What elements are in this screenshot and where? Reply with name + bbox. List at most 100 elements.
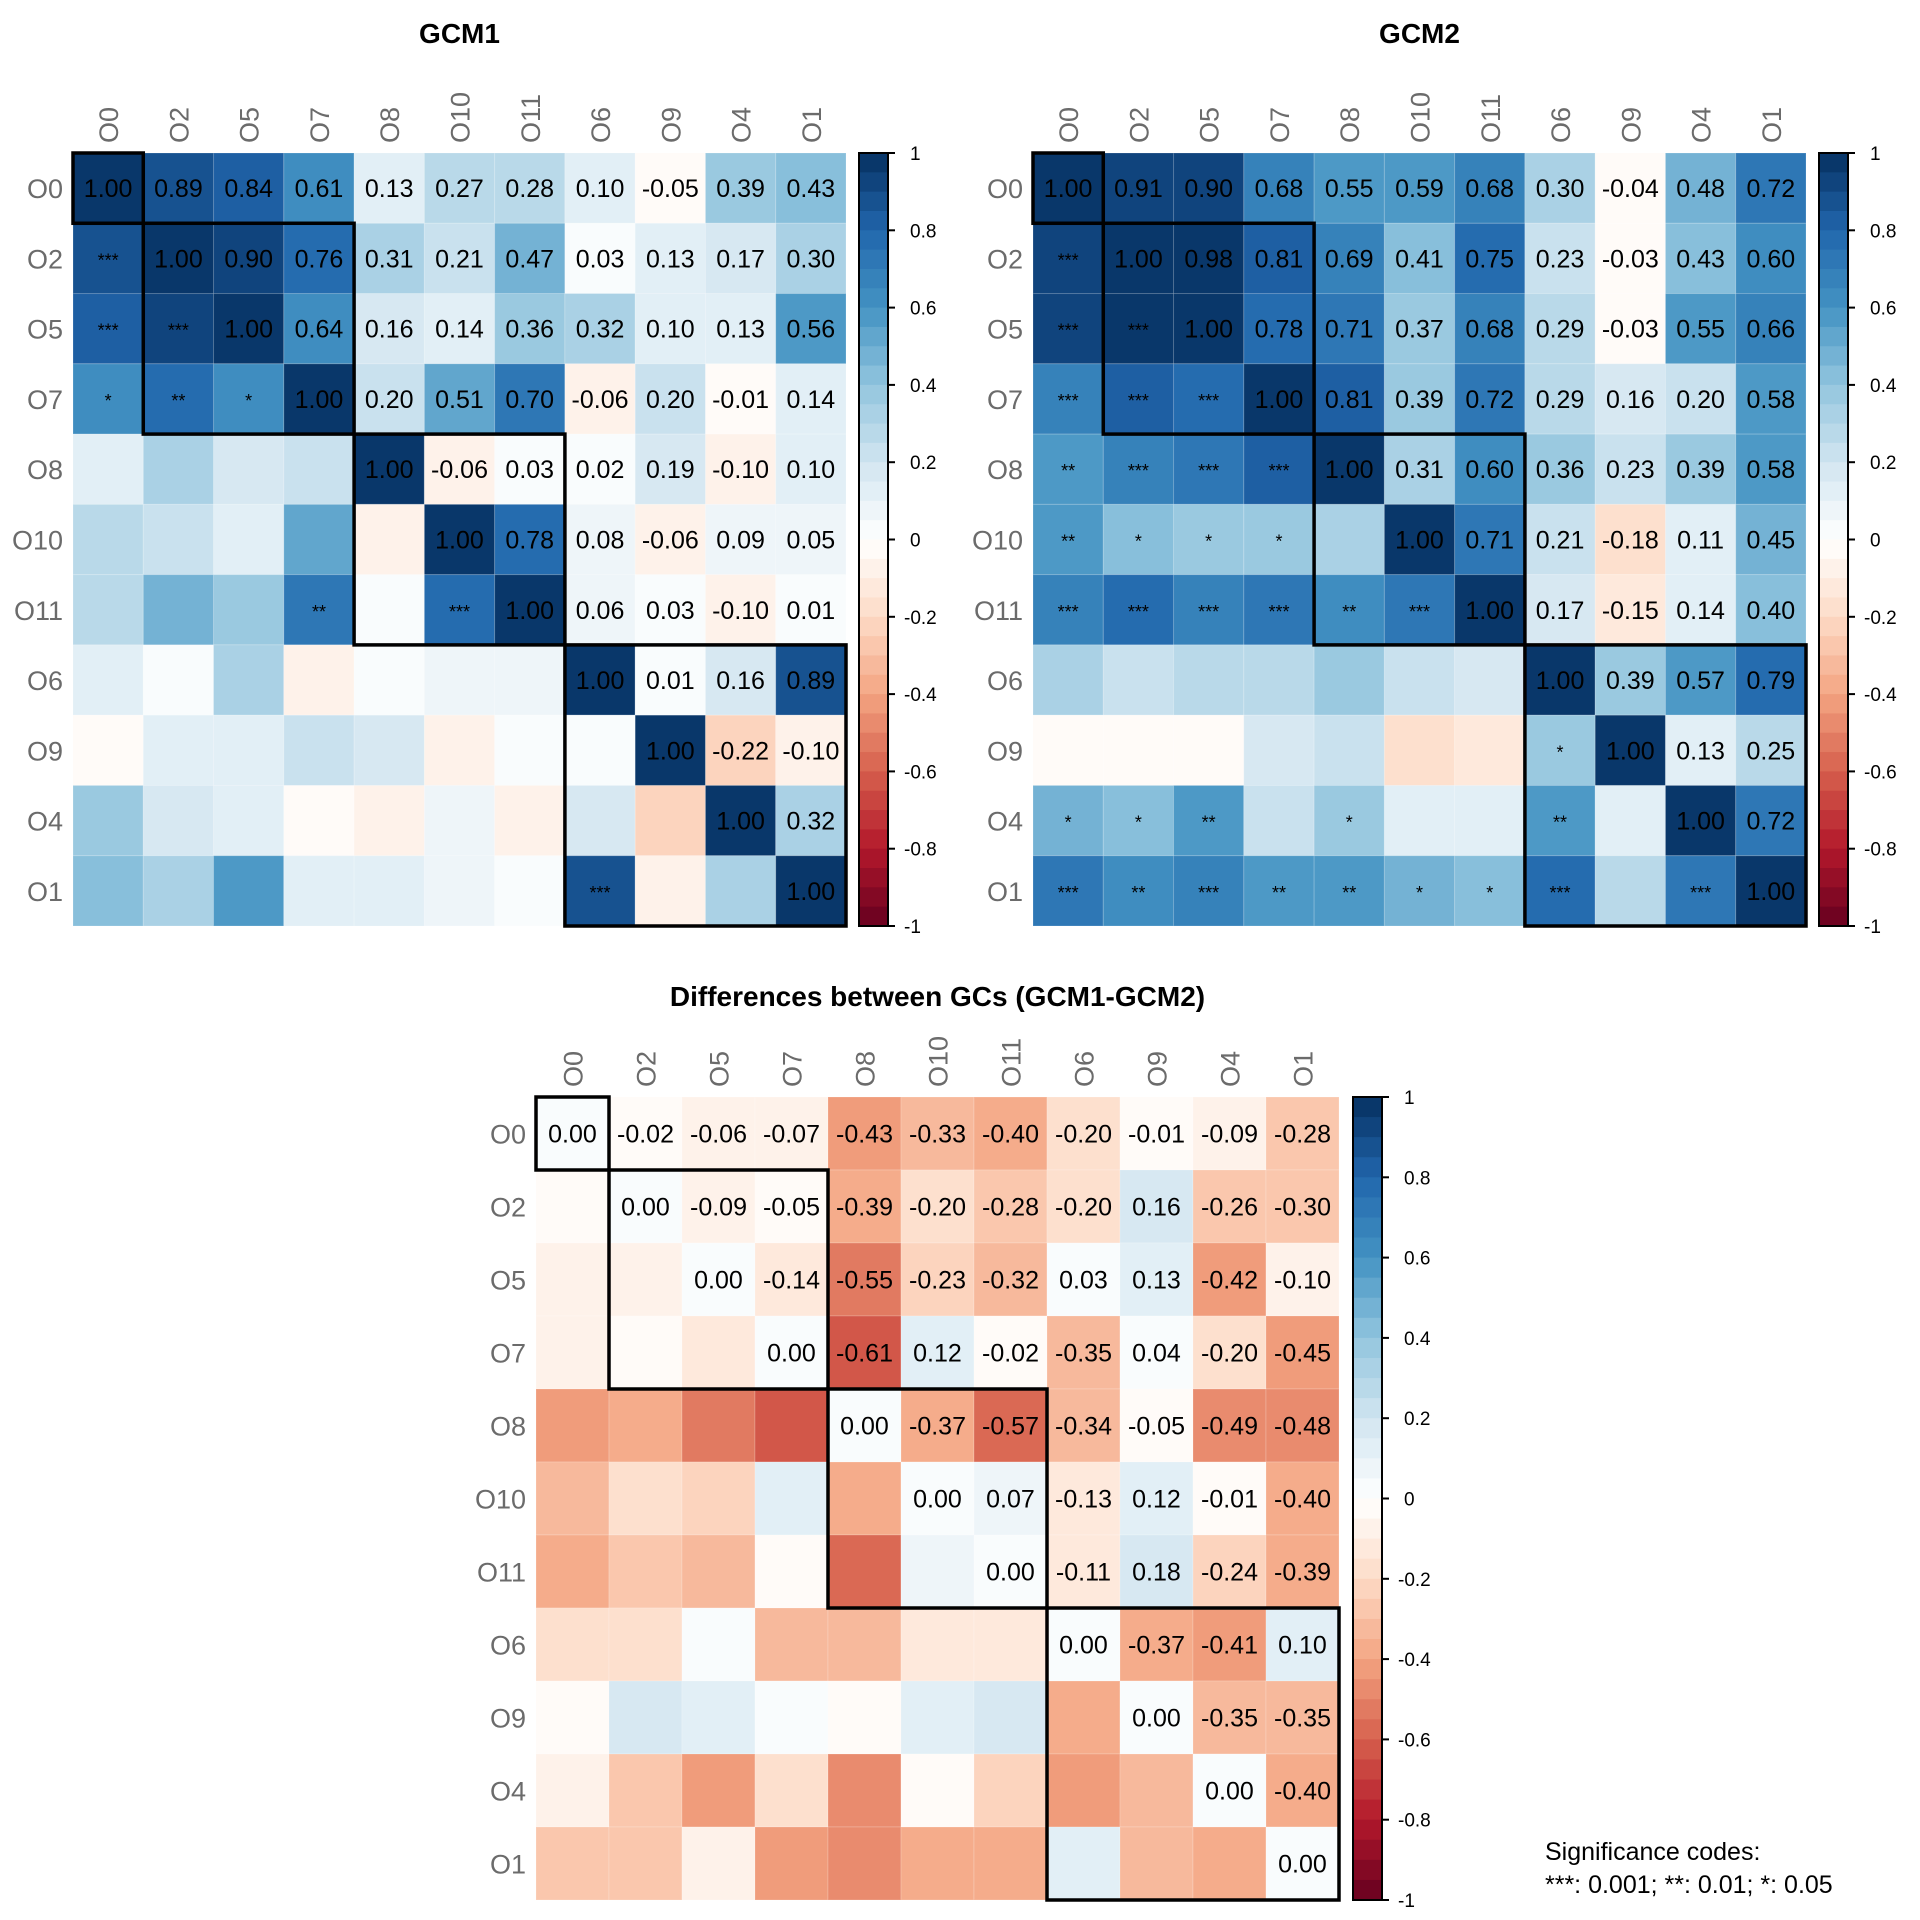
significance-star: * bbox=[105, 391, 112, 411]
cell-value-label: 0.39 bbox=[1395, 386, 1444, 414]
cell-value-label: 0.10 bbox=[787, 456, 836, 484]
colorbar-swatch bbox=[1819, 307, 1848, 328]
colorbar-swatch bbox=[859, 597, 888, 618]
cell-value-label: 0.78 bbox=[1255, 316, 1304, 344]
cell-value-label: 1.00 bbox=[435, 527, 484, 555]
significance-star: *** bbox=[1058, 321, 1079, 341]
cell-value-label: 0.05 bbox=[787, 527, 836, 555]
heatmap-cell bbox=[1032, 644, 1104, 716]
heatmap-cell bbox=[1243, 644, 1315, 716]
heatmap-cell bbox=[283, 855, 355, 927]
colorbar-tick-label: -0.8 bbox=[1864, 840, 1897, 861]
cell-value-label: -0.23 bbox=[909, 1267, 966, 1295]
heatmap-cell bbox=[1119, 1388, 1194, 1463]
heatmap-cell bbox=[213, 855, 285, 927]
heatmap-cell bbox=[1192, 1461, 1267, 1536]
heatmap-cell bbox=[634, 574, 706, 646]
heatmap-cell bbox=[1313, 784, 1385, 857]
heatmap-cell bbox=[900, 1461, 975, 1536]
significance-legend-heading: Significance codes: bbox=[1545, 1838, 1760, 1866]
heatmap-cell bbox=[775, 574, 847, 646]
colorbar-swatch bbox=[1819, 810, 1848, 830]
cell-value-label: 1.00 bbox=[1114, 245, 1163, 273]
colorbar-swatch bbox=[1353, 1157, 1382, 1178]
heatmap-cell bbox=[1383, 574, 1456, 646]
colorbar-swatch bbox=[1353, 1438, 1382, 1459]
heatmap-cell bbox=[1594, 574, 1666, 646]
cell-value-label: 0.60 bbox=[1747, 245, 1796, 273]
cluster-outline bbox=[1031, 151, 1106, 226]
row-label: O2 bbox=[987, 244, 1023, 274]
column-label: O10 bbox=[924, 1036, 954, 1087]
heatmap-cell bbox=[681, 1242, 756, 1317]
heatmap-cell bbox=[1102, 152, 1175, 224]
heatmap-cells bbox=[535, 1096, 1340, 1901]
colorbar-tick-label: 0.4 bbox=[1870, 376, 1897, 397]
heatmap-cell bbox=[1265, 1315, 1340, 1390]
cell-value-label: 0.20 bbox=[1676, 386, 1725, 414]
column-label: O8 bbox=[375, 107, 405, 143]
colorbar-swatch bbox=[1353, 1618, 1382, 1640]
cell-value-label: 1.00 bbox=[1325, 456, 1374, 484]
heatmap-cell bbox=[283, 433, 355, 505]
heatmap-cell bbox=[704, 503, 777, 576]
heatmap-cell bbox=[1265, 1242, 1340, 1317]
colorbar-swatch bbox=[1819, 500, 1848, 521]
colorbar-swatch bbox=[1353, 1679, 1382, 1700]
significance-star: *** bbox=[1198, 391, 1219, 411]
column-label: O11 bbox=[516, 94, 546, 143]
heatmap-cell bbox=[1119, 1826, 1194, 1901]
colorbar-tick-label: -0.4 bbox=[1864, 685, 1897, 706]
colorbar-swatch bbox=[1353, 1699, 1382, 1720]
heatmap-cell bbox=[608, 1680, 683, 1755]
heatmap-cell bbox=[535, 1826, 610, 1901]
heatmap-cell bbox=[775, 152, 847, 224]
heatmap-cell bbox=[1032, 433, 1104, 505]
heatmap-cell bbox=[1192, 1242, 1267, 1317]
column-label: O2 bbox=[632, 1051, 662, 1087]
cell-value-label: 0.16 bbox=[1132, 1194, 1181, 1222]
heatmap-cell bbox=[494, 222, 566, 295]
cell-value-label: -0.20 bbox=[909, 1194, 966, 1222]
column-label: O9 bbox=[1143, 1051, 1173, 1087]
cell-value-label: 0.13 bbox=[646, 245, 695, 273]
colorbar-swatch bbox=[1819, 829, 1848, 850]
cell-value-label: -0.10 bbox=[712, 597, 769, 625]
column-label: O0 bbox=[559, 1051, 589, 1087]
column-label: O5 bbox=[705, 1051, 735, 1087]
cell-value-label: 0.90 bbox=[224, 245, 273, 273]
colorbar-swatch bbox=[859, 346, 888, 367]
heatmap-cell bbox=[1594, 433, 1666, 505]
colorbar-swatch bbox=[1353, 1839, 1382, 1861]
cell-value-label: 0.13 bbox=[716, 316, 765, 344]
axis-labels: O0 O0 O2 O2 O5 O5 O7 O7 O8 O8 O10 O10 O11 O11 O6 O6 O9 O9… bbox=[475, 1036, 1319, 1880]
cell-value-label: -0.40 bbox=[982, 1121, 1039, 1149]
column-label: O5 bbox=[235, 107, 265, 143]
heatmap-cell bbox=[608, 1826, 683, 1901]
colorbar-swatch bbox=[1353, 1217, 1382, 1239]
colorbar-tick-label: 0.6 bbox=[1404, 1249, 1430, 1270]
heatmap-cell bbox=[775, 433, 847, 505]
cell-value-label: 0.55 bbox=[1676, 316, 1725, 344]
cell-value-label: 0.00 bbox=[1132, 1705, 1181, 1733]
heatmap-cell bbox=[1032, 855, 1104, 927]
row-label: O10 bbox=[475, 1485, 526, 1515]
colorbar-swatch bbox=[1819, 597, 1848, 618]
colorbar-swatch bbox=[1819, 694, 1848, 715]
column-label: O11 bbox=[1476, 94, 1506, 143]
cell-value-label: -0.39 bbox=[1274, 1559, 1331, 1587]
row-label: O9 bbox=[490, 1704, 526, 1734]
colorbar-tick-label: -0.2 bbox=[1398, 1570, 1431, 1591]
cell-value-label: 0.00 bbox=[913, 1486, 962, 1514]
heatmap-cell bbox=[634, 503, 706, 576]
significance-star: * bbox=[1135, 813, 1142, 833]
cell-value-label: 0.72 bbox=[1747, 175, 1796, 203]
cell-value-label: 0.70 bbox=[505, 386, 554, 414]
heatmap-cell bbox=[353, 433, 425, 505]
colorbar-swatch bbox=[1353, 1117, 1382, 1138]
cell-value-label: 0.14 bbox=[787, 386, 836, 414]
heatmap-cell bbox=[213, 644, 285, 716]
heatmap-cell bbox=[634, 433, 706, 505]
row-label: O11 bbox=[974, 596, 1023, 626]
